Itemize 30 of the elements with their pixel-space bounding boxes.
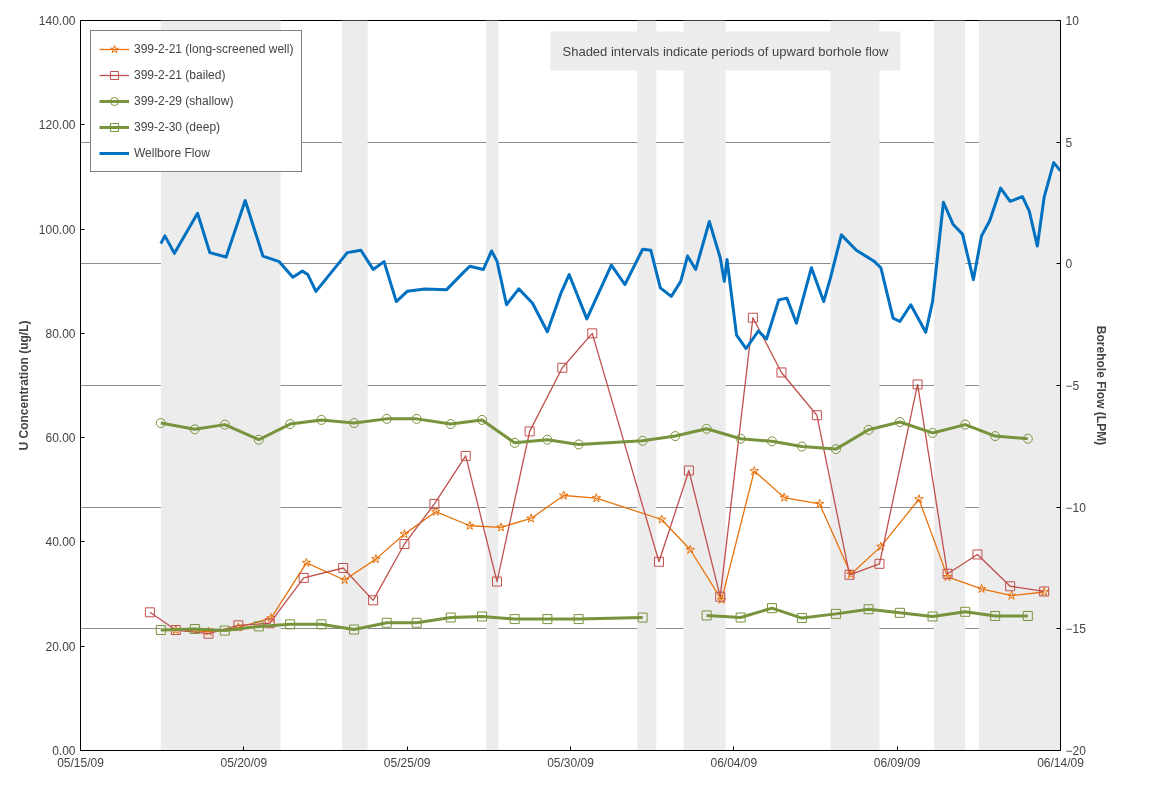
y-tick-label: 60.00: [45, 431, 76, 446]
y-tick-label: 40.00: [45, 535, 76, 550]
y-tick-label: 0.00: [52, 744, 76, 758]
y2-tick-label: −5: [1065, 379, 1080, 393]
legend-label: Wellbore Flow: [134, 146, 210, 160]
y2-tick-label: −15: [1065, 622, 1087, 637]
y-tick-label: 100.00: [38, 222, 76, 237]
y2-tick-label: 0: [1065, 257, 1073, 272]
legend-label: 399-2-21 (long-screened well): [134, 42, 294, 56]
x-tick-label: 06/09/09: [873, 755, 921, 770]
x-tick-label: 06/14/09: [1037, 755, 1085, 770]
y-tick-label: 140.00: [38, 14, 76, 28]
x-tick-label: 05/15/09: [57, 755, 105, 770]
x-tick-label: 05/25/09: [383, 755, 431, 770]
y2-tick-label: 10: [1065, 14, 1080, 28]
x-tick-label: 06/04/09: [710, 755, 758, 770]
y2-tick-label: 5: [1065, 135, 1073, 150]
y-tick-label: 80.00: [45, 326, 76, 341]
y2-axis-title: Borehole Flow (LPM): [1093, 325, 1108, 446]
legend-label: 399-2-21 (bailed): [134, 68, 226, 82]
y-tick-label: 20.00: [45, 639, 76, 654]
y-axis-title: U Concentration (ug/L): [16, 320, 31, 451]
x-tick-label: 05/20/09: [220, 755, 268, 770]
legend-label: 399-2-29 (shallow): [134, 94, 234, 108]
x-tick-label: 05/30/09: [547, 755, 595, 770]
y2-tick-label: −10: [1065, 500, 1087, 515]
y-tick-label: 120.00: [38, 118, 76, 133]
annotation: Shaded intervals indicate periods of upward borhole flow: [562, 43, 890, 59]
legend-label: 399-2-30 (deep): [134, 120, 221, 134]
y2-tick-label: −20: [1065, 744, 1087, 758]
